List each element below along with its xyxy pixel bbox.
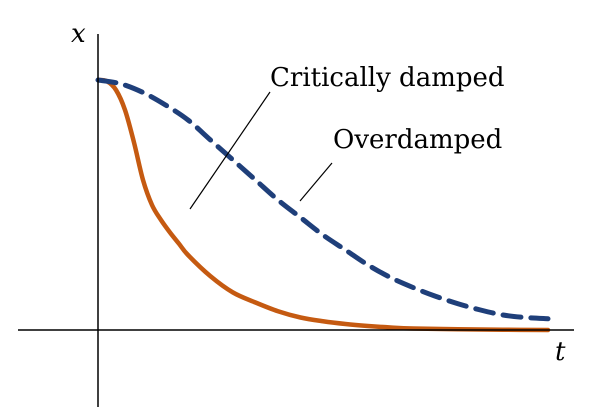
overdamped-leader-line [299, 162, 333, 202]
critically-damped-leader-line [189, 91, 271, 210]
critically-damped-curve [95, 77, 551, 333]
series-layer [95, 77, 551, 333]
x-axis-label: t [555, 337, 566, 367]
critically-damped-label: Critically damped [270, 63, 505, 93]
overdamped-curve [95, 77, 551, 322]
overdamped-label: Overdamped [333, 125, 502, 155]
y-axis-label: x [71, 19, 86, 49]
